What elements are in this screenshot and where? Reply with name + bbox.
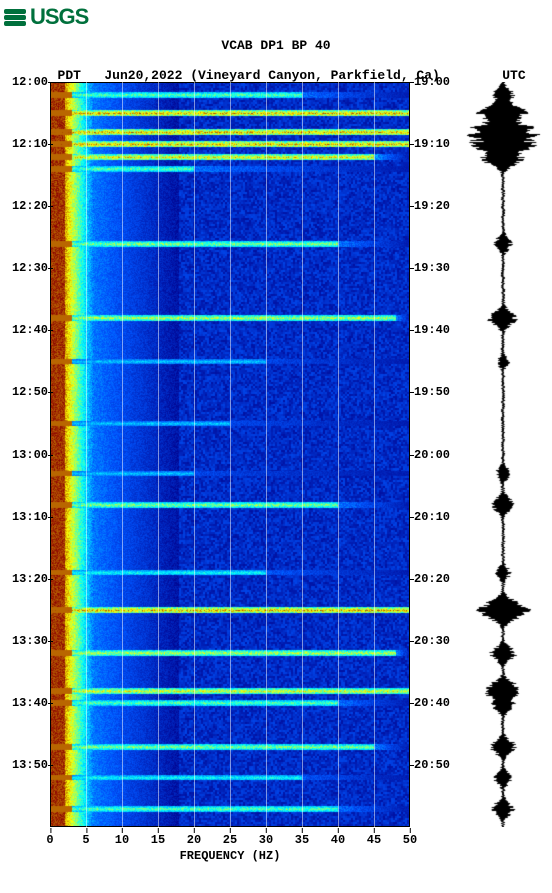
y-tick-right: 19:40 xyxy=(414,323,450,337)
y-tick-left: 13:20 xyxy=(12,572,48,586)
x-tick: 15 xyxy=(151,833,165,847)
y-tick-left: 12:30 xyxy=(12,261,48,275)
grid-line xyxy=(122,82,123,827)
title-date: Jun20,2022 xyxy=(104,68,182,83)
x-tick: 5 xyxy=(82,833,89,847)
usgs-wave-icon xyxy=(4,9,26,26)
x-axis-label: FREQUENCY (HZ) xyxy=(180,849,281,863)
y-tick-left: 12:50 xyxy=(12,385,48,399)
x-tick: 0 xyxy=(46,833,53,847)
y-tick-right: 19:30 xyxy=(414,261,450,275)
grid-line xyxy=(194,82,195,827)
title-line1: VCAB DP1 BP 40 xyxy=(0,38,552,53)
y-tick-left: 13:00 xyxy=(12,448,48,462)
title-location: (Vineyard Canyon, Parkfield, Ca) xyxy=(190,68,440,83)
x-tick: 30 xyxy=(259,833,273,847)
x-tick: 10 xyxy=(115,833,129,847)
tz-left: PDT xyxy=(58,68,81,83)
y-tick-right: 19:00 xyxy=(414,75,450,89)
y-tick-left: 12:40 xyxy=(12,323,48,337)
x-tick: 20 xyxy=(187,833,201,847)
grid-line xyxy=(158,82,159,827)
y-tick-right: 20:40 xyxy=(414,696,450,710)
y-tick-right: 20:50 xyxy=(414,758,450,772)
x-tick: 35 xyxy=(295,833,309,847)
y-tick-left: 13:40 xyxy=(12,696,48,710)
y-tick-right: 19:20 xyxy=(414,199,450,213)
tz-right: UTC xyxy=(502,68,525,83)
y-tick-left: 13:30 xyxy=(12,634,48,648)
y-tick-right: 20:10 xyxy=(414,510,450,524)
x-tick: 40 xyxy=(331,833,345,847)
x-tick: 45 xyxy=(367,833,381,847)
y-tick-right: 20:00 xyxy=(414,448,450,462)
seismogram-trace xyxy=(463,82,543,827)
seismogram-canvas xyxy=(463,82,543,827)
y-axis-right-utc: 19:0019:1019:2019:3019:4019:5020:0020:10… xyxy=(414,82,464,827)
y-tick-left: 13:50 xyxy=(12,758,48,772)
grid-line xyxy=(86,82,87,827)
grid-line xyxy=(374,82,375,827)
grid-line xyxy=(338,82,339,827)
grid-line xyxy=(302,82,303,827)
y-tick-left: 13:10 xyxy=(12,510,48,524)
y-tick-right: 19:50 xyxy=(414,385,450,399)
y-axis-left-pdt: 12:0012:1012:2012:3012:4012:5013:0013:10… xyxy=(0,82,48,827)
usgs-logo: USGS xyxy=(4,4,88,30)
x-tick: 25 xyxy=(223,833,237,847)
spectrogram-plot xyxy=(50,82,410,827)
x-tick: 50 xyxy=(403,833,417,847)
usgs-logo-text: USGS xyxy=(30,4,88,30)
y-tick-right: 20:20 xyxy=(414,572,450,586)
grid-line xyxy=(230,82,231,827)
y-tick-left: 12:00 xyxy=(12,75,48,89)
y-tick-left: 12:10 xyxy=(12,137,48,151)
grid-line xyxy=(266,82,267,827)
y-tick-left: 12:20 xyxy=(12,199,48,213)
y-tick-right: 20:30 xyxy=(414,634,450,648)
y-tick-right: 19:10 xyxy=(414,137,450,151)
